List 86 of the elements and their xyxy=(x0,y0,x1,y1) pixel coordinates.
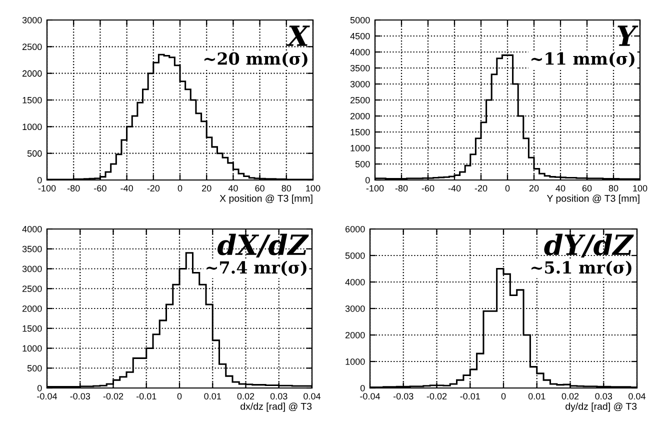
x-axis-title: X position @ T3 [mm] xyxy=(220,194,312,204)
x-tick-label: -80 xyxy=(395,185,408,192)
annotation: ~11 mm(σ) xyxy=(532,52,634,68)
x-tick-label: -0.02 xyxy=(103,393,124,400)
x-tick-label: -0.03 xyxy=(70,393,90,400)
y-tick-label: 0 xyxy=(37,176,42,184)
y-tick-label: 2000 xyxy=(22,305,42,312)
y-tick-label: 4000 xyxy=(22,226,42,232)
x-tick-label: 0.01 xyxy=(204,393,221,400)
x-tick-label: 40 xyxy=(228,185,238,192)
y-tick-label: 5000 xyxy=(350,16,370,24)
y-tick-label: 4500 xyxy=(350,32,370,40)
y-tick-label: 6000 xyxy=(346,226,365,232)
x-tick-label: 60 xyxy=(582,185,592,192)
y-tick-label: 3000 xyxy=(22,16,42,24)
x-tick-label: 100 xyxy=(633,185,648,192)
y-tick-label: 4000 xyxy=(345,278,365,286)
y-tick-label: 1500 xyxy=(22,96,42,104)
y-tick-label: 1500 xyxy=(22,325,42,332)
annotation: dX/dZ xyxy=(218,234,309,258)
y-tick-label: 2000 xyxy=(350,112,370,120)
y-tick-label: 3500 xyxy=(22,246,42,252)
x-axis-title: dy/dz [rad] @ T3 xyxy=(566,402,637,412)
x-tick-label: 0.02 xyxy=(237,393,254,400)
x-tick-label: 0.02 xyxy=(562,393,579,400)
x-tick-label: 0 xyxy=(177,393,182,400)
y-tick-label: 1000 xyxy=(22,345,42,352)
x-tick-label: -60 xyxy=(94,185,106,192)
y-tick-label: 1500 xyxy=(350,128,370,136)
y-tick-label: 2500 xyxy=(22,44,42,50)
y-tick-label: 3000 xyxy=(350,80,370,88)
x-tick-label: 100 xyxy=(306,185,320,192)
y-tick-label: 2000 xyxy=(346,332,365,338)
x-tick-label: 0.03 xyxy=(270,393,288,400)
x-tick-label: -60 xyxy=(422,185,434,192)
y-tick-label: 500 xyxy=(355,160,370,168)
y-tick-label: 0 xyxy=(360,384,365,392)
x-tick-label: 80 xyxy=(608,185,618,192)
x-tick-label: 0 xyxy=(505,185,510,192)
x-tick-label: -100 xyxy=(366,185,384,192)
x-tick-label: 0.01 xyxy=(528,393,546,400)
x-tick-label: 80 xyxy=(282,185,292,192)
x-tick-label: 0.04 xyxy=(628,393,646,400)
y-tick-label: 3000 xyxy=(345,305,365,312)
x-tick-label: -0.01 xyxy=(460,393,480,400)
x-tick-label: -40 xyxy=(448,185,461,192)
x-tick-label: -80 xyxy=(67,185,80,192)
y-tick-label: 4000 xyxy=(350,48,370,56)
annotation: dY/dZ xyxy=(544,234,634,258)
annotation: Y xyxy=(618,26,638,46)
x-axis-title: Y position @ T3 [mm] xyxy=(546,194,640,204)
y-tick-label: 1000 xyxy=(22,124,42,130)
x-tick-label: 20 xyxy=(529,185,539,192)
y-tick-label: 1000 xyxy=(350,144,370,152)
y-tick-label: 3000 xyxy=(22,266,42,272)
y-tick-label: 500 xyxy=(27,365,42,372)
x-tick-label: -40 xyxy=(120,185,133,192)
x-tick-label: -20 xyxy=(147,185,160,192)
x-tick-label: 0 xyxy=(501,393,506,400)
x-tick-label: -0.02 xyxy=(426,393,447,400)
annotation: ~5.1 mr(σ) xyxy=(532,260,632,276)
y-tick-label: 5000 xyxy=(345,252,365,259)
x-tick-label: -0.03 xyxy=(393,393,414,400)
x-tick-label: -0.04 xyxy=(360,393,380,400)
x-axis-title: dx/dz [rad] @ T3 xyxy=(240,402,312,412)
x-tick-label: -100 xyxy=(38,185,56,192)
y-tick-label: 0 xyxy=(37,384,42,392)
y-tick-label: 3500 xyxy=(350,64,370,72)
x-tick-label: -20 xyxy=(474,185,488,192)
y-tick-label: 0 xyxy=(365,176,370,184)
x-tick-label: 0.04 xyxy=(304,393,321,400)
x-tick-label: -0.04 xyxy=(37,393,58,400)
x-tick-label: 0.03 xyxy=(595,393,612,400)
annotation: X xyxy=(286,26,310,46)
x-tick-label: 40 xyxy=(556,185,566,192)
y-tick-label: 1000 xyxy=(346,358,365,365)
y-tick-label: 2500 xyxy=(22,286,42,292)
x-tick-label: 20 xyxy=(202,185,212,192)
annotation: ~20 mm(σ) xyxy=(204,52,308,68)
annotation: ~7.4 mr(σ) xyxy=(206,260,306,276)
x-tick-label: -0.01 xyxy=(136,393,156,400)
x-tick-label: 60 xyxy=(255,185,264,192)
y-tick-label: 500 xyxy=(27,150,42,157)
y-tick-label: 2000 xyxy=(22,70,42,77)
x-tick-label: 0 xyxy=(178,185,182,192)
y-tick-label: 2500 xyxy=(350,96,370,104)
